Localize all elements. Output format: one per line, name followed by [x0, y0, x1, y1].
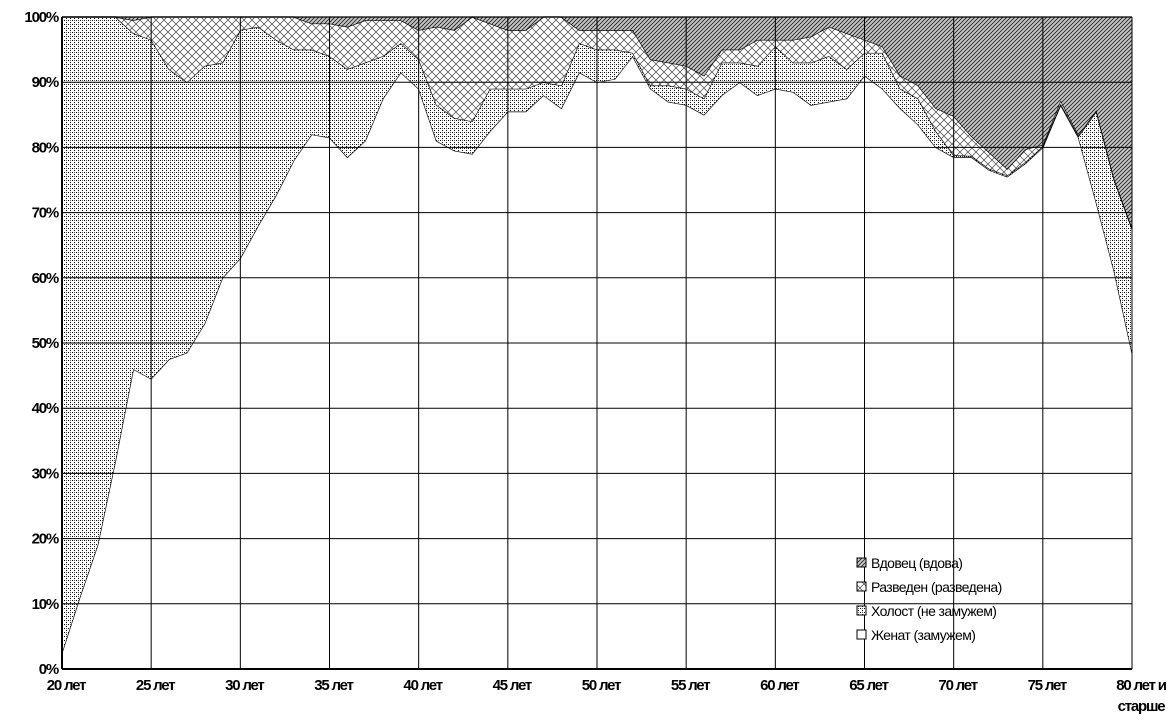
- y-tick-label: 80%: [32, 139, 59, 156]
- y-tick-label: 40%: [32, 400, 59, 417]
- legend-label: Холост (не замужем): [871, 603, 996, 619]
- tick-labels: 0% 10% 20% 30% 40% 50% 60% 70% 80% 90% 100% 20 лет 2…: [24, 9, 1167, 715]
- x-tick-label: 80 лет и: [1116, 677, 1166, 694]
- y-tick-label: 30%: [32, 465, 59, 482]
- legend: Вдовец (вдова) Разведен (разведена) Холост…: [856, 555, 1002, 643]
- y-tick-label: 70%: [32, 205, 59, 222]
- axes: [61, 17, 1133, 670]
- x-tick-label: 45 лет: [493, 677, 532, 694]
- x-tick-label: 40 лет: [403, 677, 442, 694]
- x-tick-label: 65 лет: [849, 677, 888, 694]
- y-tick-label: 60%: [32, 270, 59, 287]
- legend-swatch: [856, 581, 867, 592]
- y-tick-label: 90%: [32, 74, 59, 91]
- y-tick-label: 20%: [32, 531, 59, 548]
- x-tick-label: 50 лет: [582, 677, 621, 694]
- series-area-3: [62, 17, 1132, 228]
- x-tick-label: 25 лет: [136, 677, 175, 694]
- legend-label: Разведен (разведена): [871, 579, 1002, 595]
- x-tick-label: 35 лет: [314, 677, 353, 694]
- y-tick-label: 50%: [32, 335, 59, 352]
- series-area-1: [62, 17, 1132, 653]
- x-tick-label: 75 лет: [1028, 677, 1067, 694]
- x-tick-label: 60 лет: [760, 677, 799, 694]
- gridlines: [61, 16, 1133, 670]
- series-area-2: [62, 17, 1132, 229]
- legend-swatch: [856, 557, 867, 568]
- legend-label: Вдовец (вдова): [871, 555, 962, 571]
- x-tick-label: 70 лет: [938, 677, 977, 694]
- legend-label: Женат (замужем): [871, 627, 975, 643]
- x-tick-label: 55 лет: [671, 677, 710, 694]
- x-tick-label-line2: старше: [1118, 698, 1166, 715]
- legend-swatch: [856, 605, 867, 616]
- y-tick-label: 0%: [39, 661, 59, 678]
- y-tick-label: 100%: [24, 9, 58, 26]
- x-tick-label: 20 лет: [47, 677, 86, 694]
- y-tick-label: 10%: [32, 596, 59, 613]
- x-tick-label: 30 лет: [225, 677, 264, 694]
- legend-swatch: [856, 629, 867, 640]
